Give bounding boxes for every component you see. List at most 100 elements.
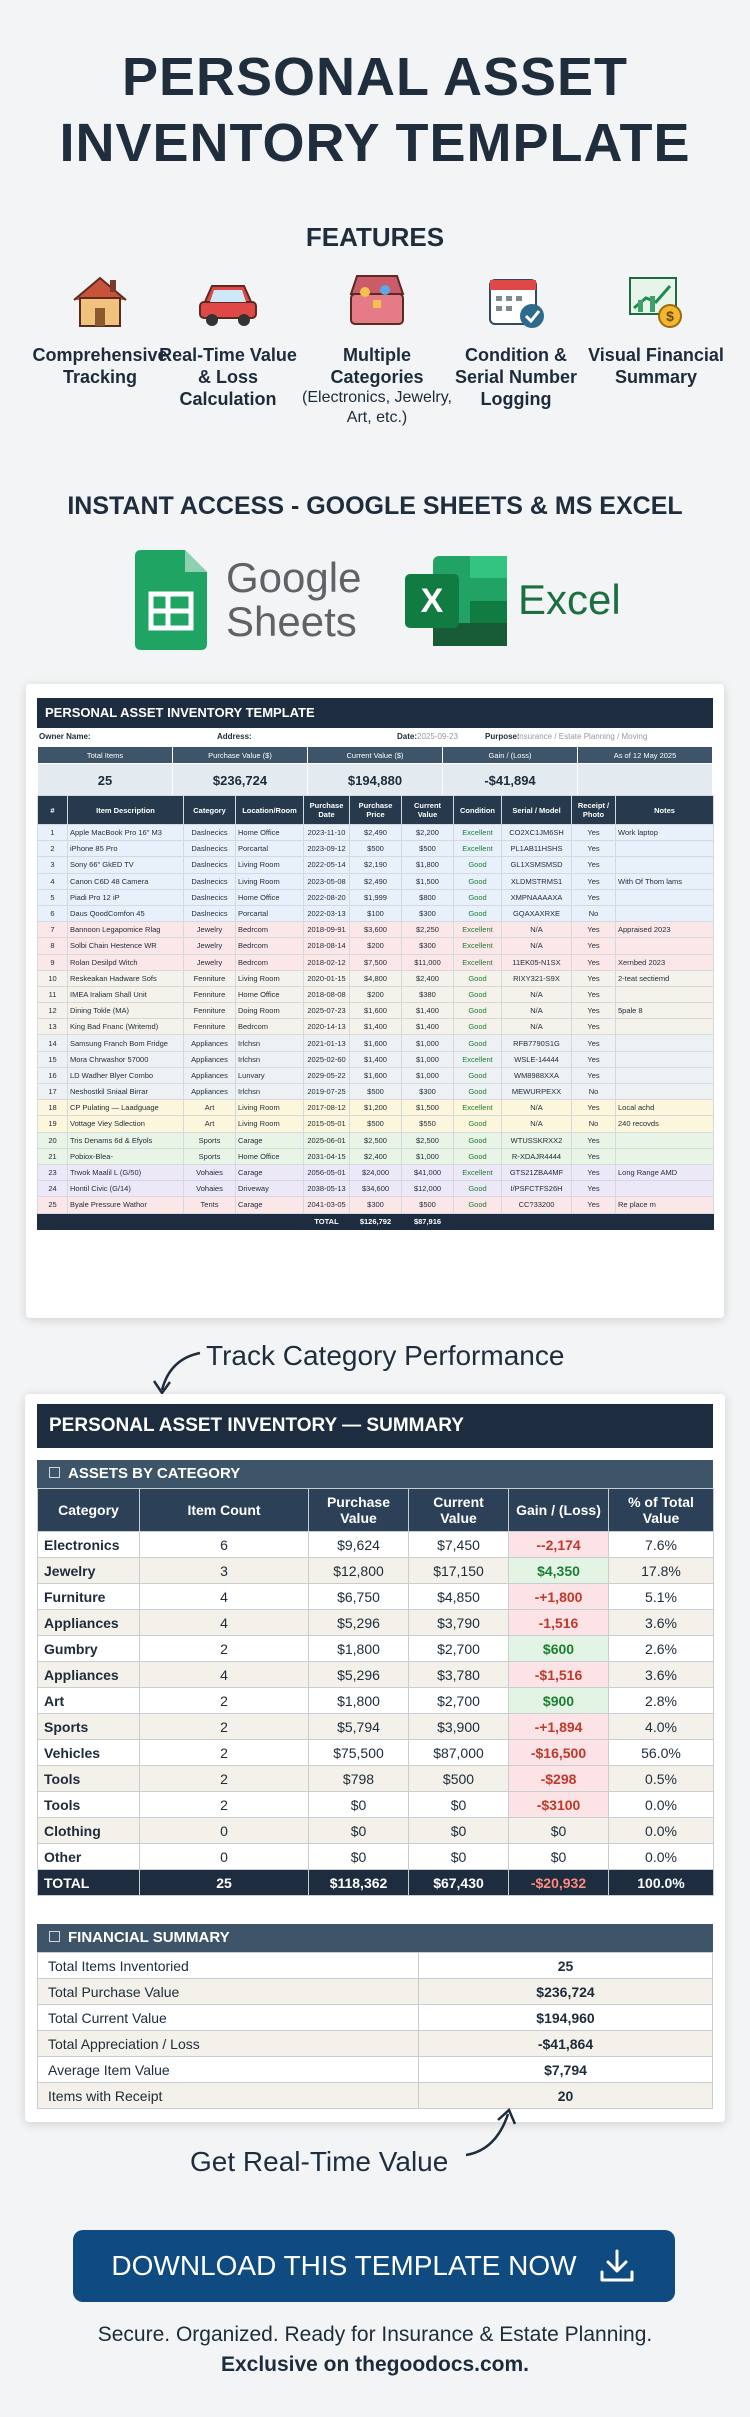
- cell: Daus QoodComfon 45: [67, 904, 184, 923]
- cell: $24,000: [349, 1163, 402, 1182]
- cell: Yes: [571, 1050, 616, 1068]
- download-icon[interactable]: [597, 2248, 637, 2284]
- cell: 2: [139, 1713, 309, 1740]
- cell: Yes: [571, 1196, 616, 1214]
- icon-shape: [110, 280, 116, 292]
- cell: Yes: [571, 1131, 616, 1149]
- inventory-row: 12 Dining Tokle (MA) Fenniture Doing Room 20…: [37, 1002, 714, 1020]
- cell: 9: [37, 953, 68, 971]
- section-icon: [49, 1467, 60, 1478]
- cell: $5,296: [308, 1609, 409, 1636]
- financial-heading-text: FINANCIAL SUMMARY: [68, 1929, 230, 1946]
- cell: Irlchsn: [235, 1050, 304, 1068]
- column-header: Category: [37, 1488, 140, 1532]
- cell: Driveway: [235, 1180, 304, 1198]
- financial-label: Average Item Value: [37, 2056, 419, 2083]
- cell: 2: [139, 1739, 309, 1766]
- excel-icon: X: [405, 556, 507, 646]
- cell: 2018-02-12: [303, 953, 350, 971]
- title-line: PERSONAL ASSET: [121, 47, 629, 107]
- icon-shape: [238, 314, 250, 326]
- download-label[interactable]: DOWNLOAD THIS TEMPLATE NOW: [111, 2250, 577, 2281]
- cell: Jewelry: [183, 921, 236, 939]
- sheets-icon: [135, 550, 207, 650]
- cell: GQAXAXRXE: [501, 904, 572, 923]
- totals-label: Current Value ($): [307, 746, 443, 764]
- totals-value: $236,724: [172, 763, 308, 797]
- cell: $87,000: [408, 1739, 509, 1766]
- cell: iPhone 85 Pro: [67, 840, 184, 858]
- cell: Living Room: [235, 1115, 304, 1133]
- cell: Work laptop: [615, 823, 714, 842]
- cell: 13: [37, 1018, 68, 1036]
- cell: Long Range AMD: [615, 1163, 714, 1182]
- financial-label: Total Purchase Value: [37, 1978, 419, 2005]
- column-header: Purchase Price: [349, 795, 402, 825]
- cell: $300: [401, 904, 454, 923]
- sheets-label-line: Google: [226, 554, 362, 601]
- cell: I/PSFCTFS26H: [501, 1180, 572, 1198]
- info-text: Purpose:: [485, 732, 520, 741]
- cell: [615, 1066, 714, 1085]
- feature-title: Visual Financial Summary: [588, 345, 724, 387]
- cell: $2,400: [349, 1147, 402, 1165]
- cell: [615, 1018, 714, 1036]
- download-button[interactable]: DOWNLOAD THIS TEMPLATE NOW: [73, 2230, 675, 2302]
- feature-title: Comprehensive Tracking: [32, 345, 168, 387]
- category-row: Tools 2 $798 $500 -$298 0.5%: [37, 1765, 714, 1792]
- cell: RFB7790S1G: [501, 1034, 572, 1052]
- icon-shape: [405, 574, 459, 628]
- cell: 56.0%: [608, 1739, 714, 1766]
- cell: 3: [139, 1557, 309, 1584]
- cell: 2025-02-60: [303, 1050, 350, 1068]
- icon-shape: [497, 2107, 517, 2125]
- feature-title: Condition & Serial Number Logging: [454, 345, 578, 409]
- cell: GTS21ZBA4MF: [501, 1163, 572, 1182]
- totals-label: Gain / (Loss): [442, 746, 578, 764]
- cell: $550: [401, 1115, 454, 1133]
- cell: 2018-09-91: [303, 921, 350, 939]
- cell: 2023-09-12: [303, 840, 350, 858]
- cell: 12: [37, 1002, 68, 1020]
- sheets-label: Google Sheets: [226, 556, 361, 644]
- cell: [615, 1050, 714, 1068]
- cell: Vottage Viey Sdlection: [67, 1115, 184, 1133]
- column-header: Serial / Model: [501, 795, 572, 825]
- cell: Daslnecics: [183, 904, 236, 923]
- totals-label: Purchase Value ($): [172, 746, 308, 764]
- column-header: Condition: [453, 795, 502, 825]
- cell: $2,700: [408, 1687, 509, 1714]
- cell: Yes: [571, 1002, 616, 1020]
- cell: Xernbed 2023: [615, 953, 714, 971]
- icon-shape: [516, 296, 522, 301]
- category-row: Furniture 4 $6,750 $4,850 -+1,800 5.1%: [37, 1583, 714, 1610]
- cell: Byale Pressure Wathor: [67, 1196, 184, 1214]
- cell: Art: [183, 1099, 236, 1117]
- feature: Multiple Categories (Electronics, Jewelry…: [302, 270, 452, 428]
- cell: $2,500: [401, 1131, 454, 1149]
- cell: 23: [37, 1163, 68, 1182]
- summary-title: PERSONAL ASSET INVENTORY — SUMMARY: [37, 1404, 713, 1448]
- totals-value-row: 25 $236,724 $194,880 -$41,894: [37, 763, 713, 797]
- financial-label: Total Current Value: [37, 2004, 419, 2031]
- cell: Daslnecics: [183, 840, 236, 858]
- cell: Yes: [571, 1018, 616, 1036]
- cell: $1,800: [401, 856, 454, 874]
- cell: Good: [453, 1082, 502, 1101]
- inventory-row: 1 Apple MacBook Pro 16" M3 Daslnecics Home …: [37, 823, 714, 842]
- column-header: Current Value: [401, 795, 454, 825]
- cell: 4: [37, 872, 68, 890]
- cell: $800: [401, 888, 454, 906]
- cell: Carage: [235, 1131, 304, 1149]
- cell: $17,150: [408, 1557, 509, 1584]
- icon-shape: [650, 296, 655, 312]
- cell: Dining Tokle (MA): [67, 1002, 184, 1020]
- cell: $798: [308, 1765, 409, 1792]
- cell: $0: [308, 1817, 409, 1844]
- cell: Jewelry: [37, 1557, 140, 1584]
- cell: 2015-05-01: [303, 1115, 350, 1133]
- inventory-row: 4 Canon C6D 48 Camera Daslnecics Living Roo…: [37, 872, 714, 890]
- inventory-row: 20 Tris Denams 6d & Efyols Sports Carage 202…: [37, 1131, 714, 1149]
- icon-shape: [360, 287, 370, 297]
- icon-shape: $: [666, 308, 674, 324]
